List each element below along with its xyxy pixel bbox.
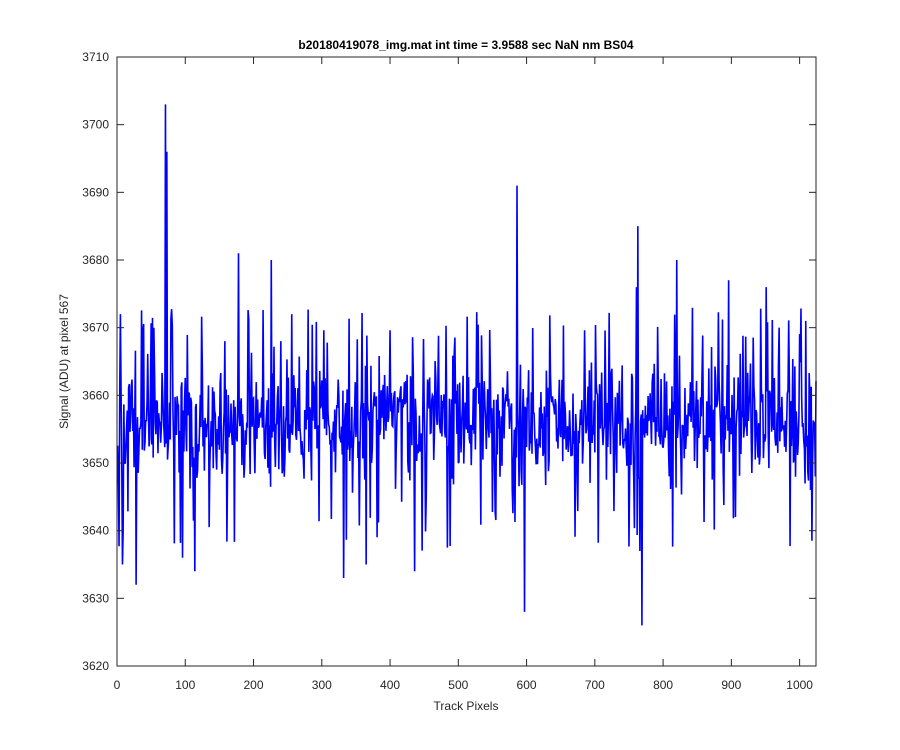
y-tick-label: 3630 <box>82 591 109 605</box>
x-tick-label: 800 <box>653 678 673 692</box>
y-tick-label: 3620 <box>82 659 109 673</box>
x-tick-label: 1000 <box>786 678 813 692</box>
x-tick-label: 600 <box>517 678 537 692</box>
x-tick-label: 200 <box>244 678 264 692</box>
chart-title: b20180419078_img.mat int time = 3.9588 s… <box>298 38 634 52</box>
y-tick-label: 3660 <box>82 388 109 402</box>
y-tick-label: 3670 <box>82 321 109 335</box>
x-tick-label: 900 <box>721 678 741 692</box>
x-tick-label: 0 <box>114 678 121 692</box>
y-tick-label: 3680 <box>82 253 109 267</box>
x-tick-label: 700 <box>585 678 605 692</box>
y-tick-label: 3650 <box>82 456 109 470</box>
y-axis: 3620 3630 3640 3650 3660 3670 3680 3690 3700 3710 <box>82 50 816 673</box>
y-axis-label: Signal (ADU) at pixel 567 <box>57 294 71 429</box>
x-tick-label: 400 <box>380 678 400 692</box>
x-axis-label: Track Pixels <box>434 699 499 713</box>
y-tick-label: 3640 <box>82 524 109 538</box>
y-tick-label: 3700 <box>82 118 109 132</box>
series-group <box>116 104 817 626</box>
series-line <box>116 104 817 626</box>
x-tick-label: 300 <box>312 678 332 692</box>
y-tick-label: 3710 <box>82 50 109 64</box>
x-tick-label: 500 <box>448 678 468 692</box>
plot-frame <box>116 56 817 667</box>
y-tick-label: 3690 <box>82 185 109 199</box>
x-axis: 0 100 200 300 400 500 600 700 800 900 1000 <box>114 57 813 692</box>
x-tick-label: 100 <box>175 678 195 692</box>
